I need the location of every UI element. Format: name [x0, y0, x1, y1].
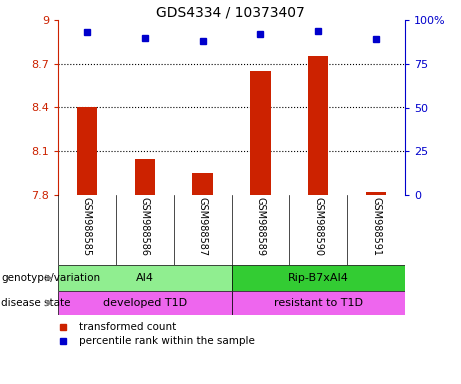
Text: developed T1D: developed T1D [103, 298, 187, 308]
Bar [250, 71, 271, 195]
Bar [308, 56, 328, 195]
Text: GSM988585: GSM988585 [82, 197, 92, 256]
Text: percentile rank within the sample: percentile rank within the sample [79, 336, 254, 346]
Text: GSM988587: GSM988587 [198, 197, 207, 256]
Bar [58, 291, 231, 315]
Text: GDS4334 / 10373407: GDS4334 / 10373407 [156, 5, 305, 19]
Text: Rip-B7xAI4: Rip-B7xAI4 [288, 273, 349, 283]
Text: disease state: disease state [1, 298, 71, 308]
Text: genotype/variation: genotype/variation [1, 273, 100, 283]
Text: GSM988590: GSM988590 [313, 197, 323, 256]
Text: GSM988589: GSM988589 [255, 197, 266, 256]
Bar [135, 159, 155, 195]
Bar [58, 265, 231, 291]
Bar [366, 192, 386, 195]
Bar [231, 265, 405, 291]
Text: GSM988586: GSM988586 [140, 197, 150, 256]
Text: AI4: AI4 [136, 273, 154, 283]
Bar [192, 173, 213, 195]
Text: resistant to T1D: resistant to T1D [274, 298, 363, 308]
Bar [231, 291, 405, 315]
Text: transformed count: transformed count [79, 322, 176, 332]
Text: GSM988591: GSM988591 [371, 197, 381, 256]
Bar [77, 108, 97, 195]
